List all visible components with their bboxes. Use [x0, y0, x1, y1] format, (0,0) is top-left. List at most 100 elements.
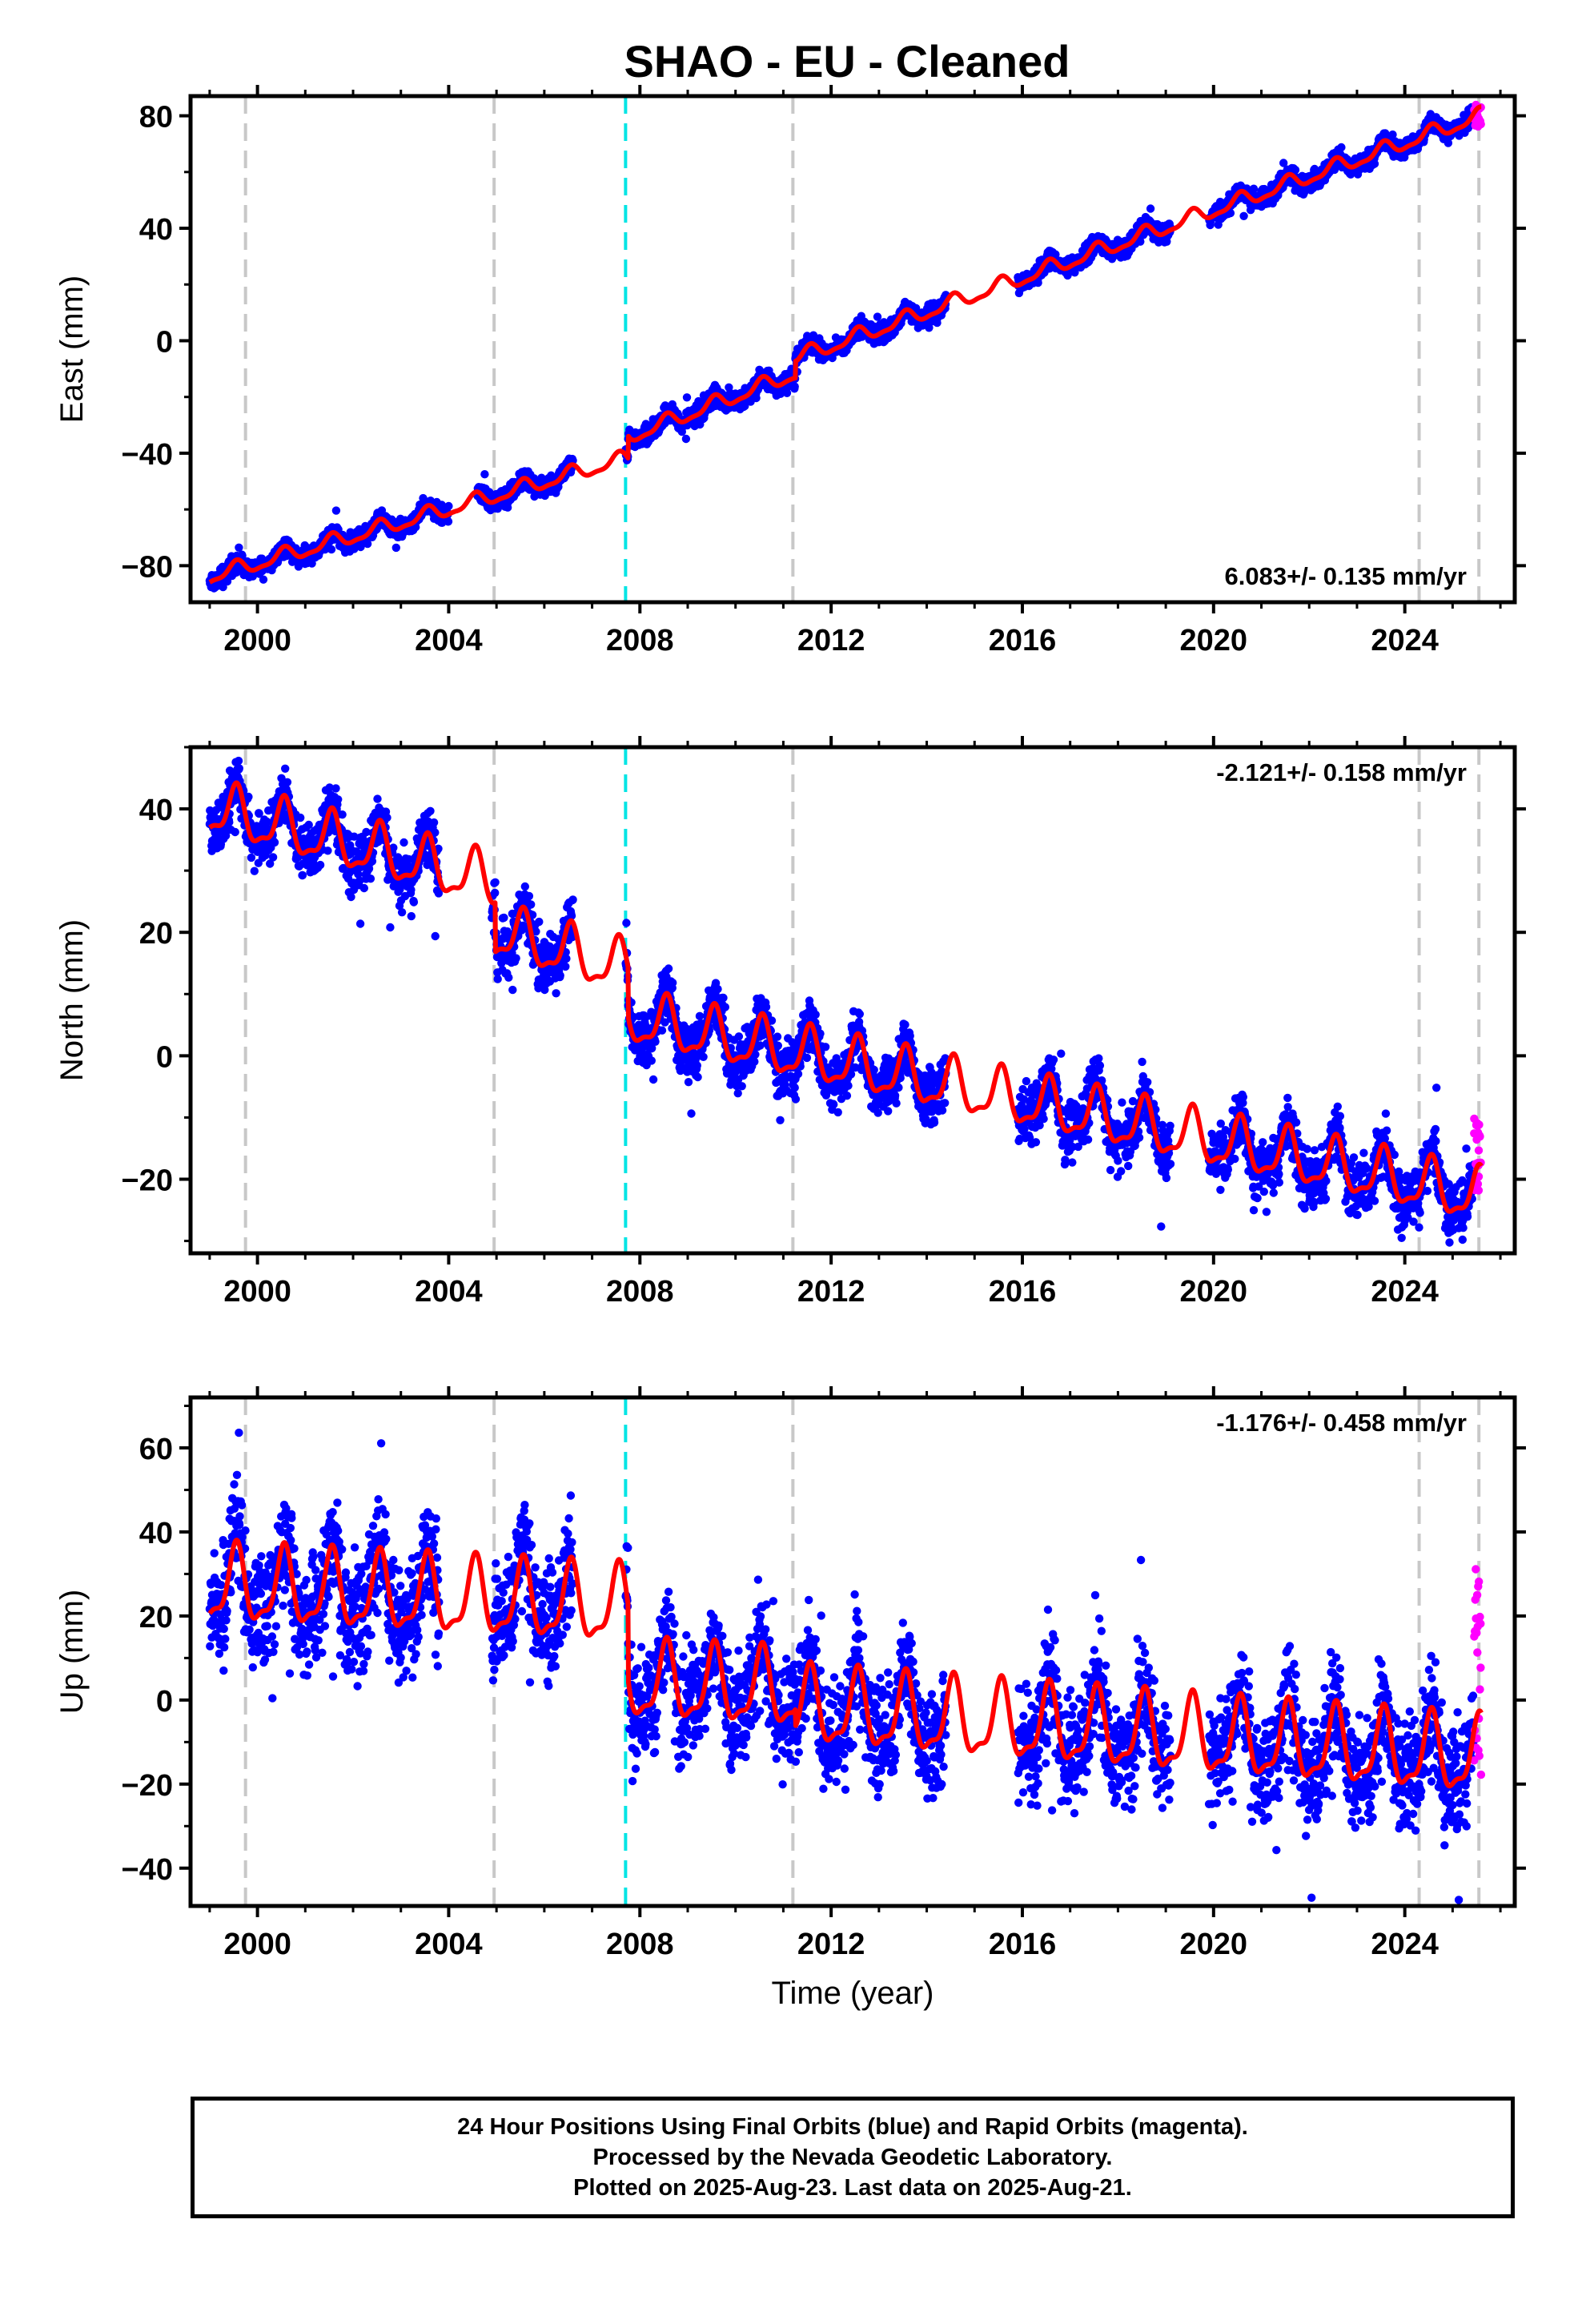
final-orbit-point: [409, 898, 419, 907]
final-orbit-point: [737, 1082, 746, 1091]
final-orbit-point: [491, 888, 500, 898]
final-orbit-point: [500, 913, 508, 923]
final-orbit-point: [752, 393, 761, 403]
final-orbit-point: [283, 778, 292, 786]
final-orbit-point: [657, 1026, 667, 1035]
final-orbit-point: [400, 838, 408, 847]
final-orbit-point: [721, 1003, 729, 1011]
final-orbit-point: [552, 989, 560, 998]
x-tick-label: 2024: [1371, 624, 1439, 657]
final-orbit-point: [1337, 143, 1346, 152]
y-tick-label: −40: [122, 438, 173, 472]
final-orbit-point: [1249, 184, 1259, 193]
east-axis-title: East (mm): [54, 275, 90, 423]
final-orbit-point: [504, 973, 513, 982]
final-orbit-point: [493, 975, 502, 983]
final-orbit-point: [298, 870, 307, 880]
final-orbit-point: [508, 985, 517, 995]
final-orbit-point: [235, 764, 243, 773]
final-orbit-point: [359, 883, 368, 893]
final-orbit-point: [444, 501, 453, 511]
final-orbit-point: [426, 806, 435, 815]
final-orbit-point: [873, 312, 882, 321]
final-orbit-point: [366, 875, 375, 883]
x-tick-label: 2016: [989, 624, 1057, 657]
final-orbit-point: [1146, 204, 1155, 213]
final-orbit-point: [334, 795, 343, 804]
final-orbit-point: [268, 853, 278, 862]
final-orbit-point: [790, 382, 799, 391]
final-orbit-point: [250, 866, 259, 875]
final-orbit-point: [338, 810, 347, 819]
final-orbit-point: [699, 1052, 708, 1062]
final-orbit-point: [524, 891, 534, 901]
final-orbit-point: [562, 954, 571, 963]
final-orbit-point: [669, 979, 677, 987]
final-orbit-point: [327, 545, 336, 554]
final-orbit-point: [323, 846, 332, 855]
final-orbit-point: [695, 1011, 705, 1021]
final-orbit-point: [664, 964, 673, 973]
y-tick-label: 80: [139, 101, 173, 135]
final-orbit-point: [259, 575, 268, 584]
final-orbit-point: [429, 818, 439, 827]
final-orbit-point: [407, 885, 416, 895]
final-orbit-point: [407, 911, 416, 921]
final-orbit-point: [491, 878, 500, 887]
final-orbit-point: [647, 1056, 656, 1065]
east-velocity-label: 6.083+/- 0.135 mm/yr: [1225, 562, 1467, 590]
x-tick-label: 2008: [606, 624, 674, 657]
final-orbit-point: [687, 1109, 696, 1118]
x-tick-label: 2004: [415, 624, 483, 657]
y-tick-label: 0: [156, 325, 173, 359]
final-orbit-point: [719, 993, 728, 1003]
final-orbit-point: [355, 919, 365, 928]
final-orbit-point: [648, 1075, 658, 1084]
final-orbit-point: [733, 1089, 742, 1098]
x-tick-label: 2012: [797, 624, 865, 657]
final-orbit-point: [693, 1072, 702, 1082]
final-orbit-point: [315, 860, 325, 870]
final-orbit-point: [622, 919, 631, 927]
final-orbit-point: [234, 756, 243, 766]
final-orbit-point: [535, 917, 544, 927]
final-orbit-point: [386, 923, 395, 932]
final-orbit-point: [1370, 159, 1379, 168]
final-orbit-point: [713, 984, 722, 994]
final-orbit-point: [235, 543, 243, 552]
final-orbit-point: [480, 470, 489, 479]
final-orbit-point: [693, 1061, 701, 1070]
final-orbit-point: [247, 853, 256, 862]
final-orbit-point: [373, 794, 382, 803]
final-orbit-point: [391, 543, 400, 553]
final-orbit-point: [244, 792, 253, 802]
final-orbit-point: [734, 1032, 744, 1041]
final-orbit-point: [219, 582, 227, 592]
y-tick-label: −80: [122, 550, 173, 584]
final-orbit-point: [527, 900, 536, 909]
final-orbit-point: [561, 962, 570, 971]
final-orbit-point: [512, 954, 520, 963]
final-orbit-point: [684, 1078, 693, 1087]
chart-title: SHAO - EU - Cleaned: [624, 36, 1070, 86]
final-orbit-point: [231, 827, 239, 837]
final-orbit-point: [281, 764, 290, 773]
final-orbit-point: [444, 517, 453, 526]
final-orbit-point: [397, 908, 407, 917]
final-orbit-point: [651, 1037, 660, 1047]
x-tick-label: 2000: [223, 624, 291, 657]
final-orbit-point: [1239, 211, 1248, 220]
final-orbit-point: [331, 506, 341, 515]
final-orbit-point: [270, 838, 279, 847]
y-tick-label: 40: [139, 213, 173, 247]
final-orbit-point: [347, 892, 355, 902]
final-orbit-point: [520, 882, 529, 891]
final-orbit-point: [383, 813, 391, 822]
final-orbit-point: [556, 971, 564, 980]
final-orbit-point: [331, 784, 340, 793]
final-orbit-point: [782, 388, 792, 397]
final-orbit-point: [681, 434, 691, 444]
